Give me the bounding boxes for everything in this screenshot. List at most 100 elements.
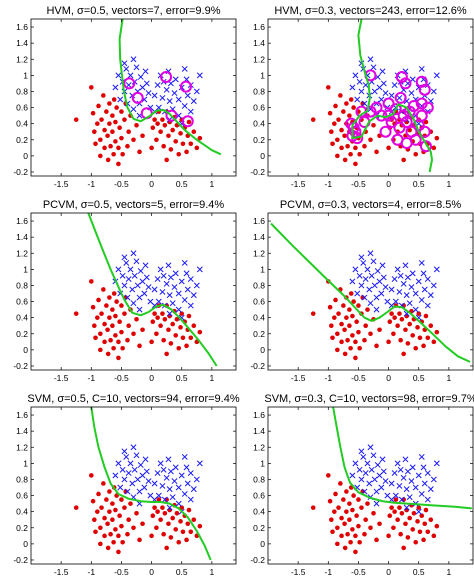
vector-circle <box>131 91 144 104</box>
class-dot-point <box>99 311 104 316</box>
class-dot-point <box>347 323 352 329</box>
class-dot-point <box>362 531 367 537</box>
vector-circle <box>382 97 395 110</box>
class-dot-point <box>347 307 352 312</box>
class-cross-point <box>382 284 389 291</box>
class-dot-point <box>105 327 110 333</box>
class-dot-point <box>362 337 367 343</box>
class-dot-point <box>330 529 335 535</box>
class-dot-point <box>101 481 106 486</box>
x-tick-label: 1 <box>210 179 215 189</box>
class-dot-point <box>110 517 115 523</box>
class-cross-point <box>418 453 425 460</box>
class-cross-point <box>370 452 377 459</box>
class-cross-point <box>184 480 191 487</box>
class-cross-point <box>160 466 167 473</box>
y-tick-label: -0.2 <box>250 555 265 565</box>
class-dot-point <box>93 141 98 147</box>
class-dot-point <box>90 304 96 310</box>
class-dot-point <box>152 311 157 316</box>
class-dot-point <box>102 339 107 345</box>
class-dot-point <box>342 545 348 551</box>
class-cross-point <box>166 98 173 105</box>
y-tick-label: 0.8 <box>16 86 28 96</box>
x-tick-label: -1 <box>88 373 96 383</box>
class-dot-point <box>158 129 163 135</box>
y-tick-label: 1.4 <box>16 38 28 48</box>
class-cross-point <box>175 96 182 103</box>
class-dot-point <box>377 521 382 527</box>
class-dot-point <box>356 303 361 308</box>
class-cross-point <box>406 494 413 501</box>
class-cross-point <box>368 272 375 279</box>
data-marks <box>73 213 218 367</box>
vector-circle <box>160 70 173 83</box>
class-dot-point <box>335 137 340 143</box>
class-dot-point <box>348 291 354 296</box>
x-tick-label: 0 <box>149 567 154 577</box>
class-dot-point <box>180 529 186 535</box>
class-dot-point <box>310 311 316 316</box>
class-cross-point <box>361 294 368 301</box>
class-cross-point <box>166 292 173 299</box>
class-dot-point <box>95 315 100 320</box>
class-dot-point <box>158 323 163 329</box>
class-dot-point <box>170 127 175 133</box>
class-dot-point <box>194 145 200 151</box>
class-cross-point <box>115 266 122 273</box>
class-cross-point <box>163 280 170 287</box>
x-tick-label: -1.5 <box>291 567 306 577</box>
y-tick-label: 0.8 <box>16 280 28 290</box>
x-tick-label: -0.5 <box>114 567 129 577</box>
class-cross-point <box>424 302 431 309</box>
class-dot-point <box>413 151 419 157</box>
class-dot-point <box>197 329 203 335</box>
class-dot-point <box>166 521 171 527</box>
class-cross-point <box>167 468 174 475</box>
class-cross-point <box>121 282 128 289</box>
class-cross-point <box>171 90 178 97</box>
class-dot-point <box>333 103 338 109</box>
class-dot-point <box>164 351 169 357</box>
class-cross-point <box>379 456 386 463</box>
class-dot-point <box>415 325 420 330</box>
axes-frame <box>267 406 474 565</box>
class-cross-point <box>112 472 119 479</box>
class-dot-point <box>359 505 364 510</box>
class-dot-point <box>88 279 94 284</box>
class-cross-point <box>409 270 416 277</box>
class-cross-point <box>183 270 190 277</box>
class-dot-point <box>365 307 370 312</box>
class-dot-point <box>407 127 412 133</box>
axes-frame <box>30 212 237 371</box>
class-dot-point <box>93 335 98 341</box>
class-dot-point <box>116 533 121 539</box>
class-dot-point <box>113 527 118 532</box>
class-dot-point <box>179 311 185 316</box>
class-dot-point <box>425 335 431 341</box>
class-cross-point <box>418 297 425 303</box>
class-dot-point <box>197 135 203 141</box>
class-dot-point <box>387 513 393 518</box>
panel-title: HVM, σ=0.5, vectors=7, error=9.9% <box>46 5 220 17</box>
class-dot-point <box>128 501 133 506</box>
class-cross-point <box>141 290 148 297</box>
y-tick-label: 0.4 <box>253 119 265 129</box>
class-cross-point <box>418 259 425 266</box>
class-dot-point <box>154 331 159 337</box>
x-tick-label: 0 <box>149 373 154 383</box>
class-cross-point <box>127 72 134 79</box>
class-cross-point <box>130 300 137 307</box>
class-dot-point <box>419 513 425 518</box>
class-cross-point <box>123 259 130 266</box>
x-tick-label: 0.5 <box>413 373 425 383</box>
class-cross-point <box>130 444 137 451</box>
x-tick-label: -1 <box>325 567 333 577</box>
class-cross-point <box>129 480 136 487</box>
panel-3: PCVM, σ=0.5, vectors=5, error=9.4% -0.2 0 0… <box>13 199 237 383</box>
class-cross-point <box>352 266 359 273</box>
class-cross-point <box>117 484 124 491</box>
class-cross-point <box>119 272 126 279</box>
class-dot-point <box>155 121 160 126</box>
y-tick-label: 1 <box>260 70 265 80</box>
